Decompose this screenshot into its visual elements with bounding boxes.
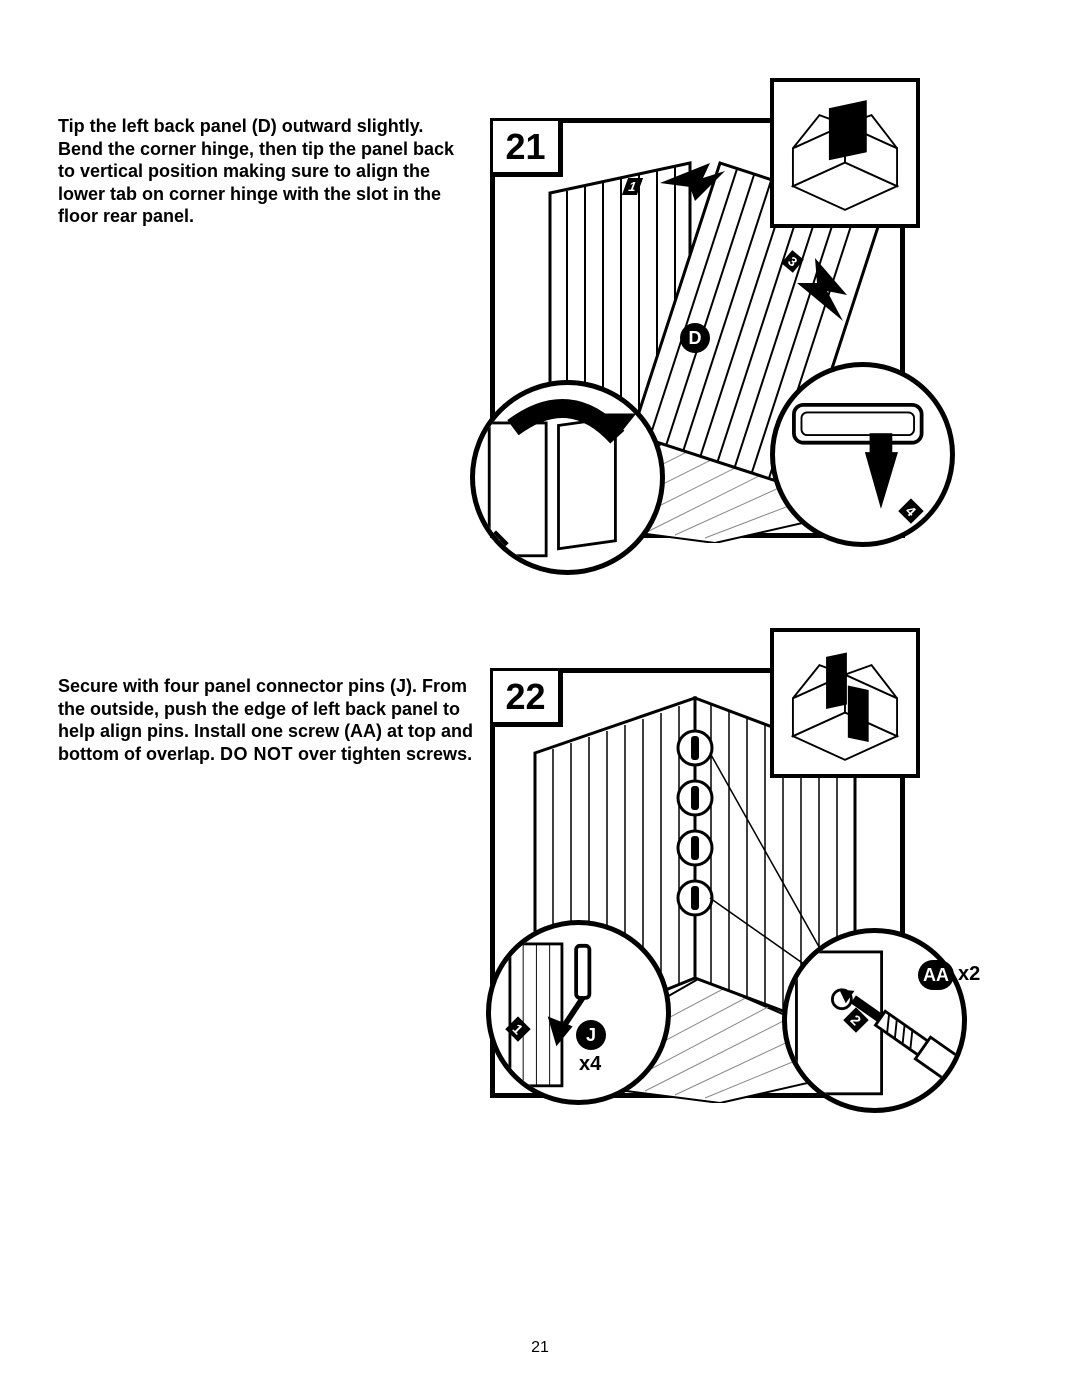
part-tag-d-label: D xyxy=(689,328,702,349)
page-number: 21 xyxy=(0,1339,1080,1357)
step-22-text: Secure with four panel connector pins (J… xyxy=(58,675,478,765)
step-21-detail-hinge: 2 xyxy=(470,380,665,575)
step-21-number: 21 xyxy=(505,126,545,168)
step-22-inset-icon xyxy=(774,632,916,774)
step-22-number: 22 xyxy=(505,676,545,718)
instruction-page: Tip the left back panel (D) outward slig… xyxy=(0,0,1080,1397)
step-22-number-box: 22 xyxy=(493,671,563,727)
step-22-detail-pin: 1 J x4 xyxy=(486,920,671,1105)
step-21-number-box: 21 xyxy=(493,121,563,177)
step-21-inset xyxy=(770,78,920,228)
part-tag-j: J xyxy=(576,1020,606,1050)
step-21-inset-icon xyxy=(774,82,916,224)
step-21-text: Tip the left back panel (D) outward slig… xyxy=(58,115,468,228)
step-22-detail-screw: 2 xyxy=(782,928,967,1113)
step-22-inset xyxy=(770,628,920,778)
step-22-run-2: over tighten screws. xyxy=(298,744,472,764)
part-aa-qty: x2 xyxy=(958,963,980,986)
step-21-text-run: Tip the left back panel (D) outward slig… xyxy=(58,116,454,226)
part-j-qty: x4 xyxy=(579,1053,601,1076)
step-21-detail-slot: 4 xyxy=(770,362,955,547)
step-22-run-1: DO NOT xyxy=(220,744,293,764)
part-tag-j-label: J xyxy=(586,1025,596,1046)
part-tag-aa: AA xyxy=(918,960,954,990)
part-tag-aa-label: AA xyxy=(923,965,949,986)
part-tag-d: D xyxy=(680,323,710,353)
